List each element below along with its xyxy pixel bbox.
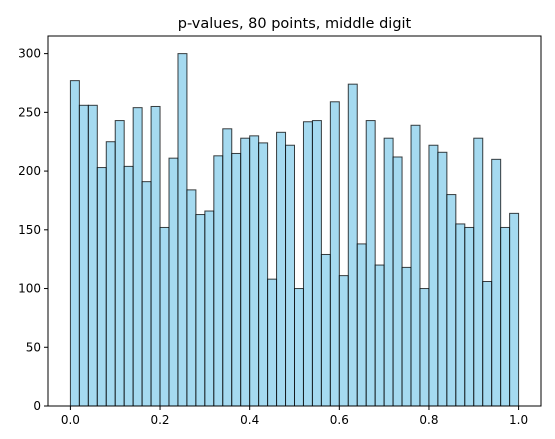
histogram-bar bbox=[374, 264, 385, 407]
histogram-bar bbox=[482, 280, 493, 407]
histogram-bar bbox=[419, 288, 430, 407]
histogram-bar bbox=[437, 151, 448, 407]
histogram-bar bbox=[132, 107, 143, 407]
histogram-bar bbox=[401, 266, 412, 407]
histogram-bar bbox=[222, 128, 233, 407]
histogram-bar bbox=[195, 214, 206, 407]
histogram-bar bbox=[141, 181, 152, 407]
histogram-bar bbox=[320, 253, 331, 407]
y-tick-label: 0 bbox=[33, 399, 41, 413]
x-tick-label: 0.6 bbox=[330, 413, 349, 427]
histogram-bar bbox=[150, 105, 161, 407]
histogram-bar bbox=[105, 141, 116, 407]
histogram-bar bbox=[446, 194, 457, 407]
histogram-bar bbox=[114, 120, 125, 407]
x-tick-label: 1.0 bbox=[509, 413, 528, 427]
histogram-bar bbox=[213, 155, 224, 407]
histogram-bar bbox=[491, 158, 502, 407]
histogram-bar bbox=[329, 101, 340, 407]
histogram-bar bbox=[177, 53, 188, 407]
y-tick-label: 250 bbox=[18, 105, 41, 119]
x-tick-label: 0.4 bbox=[240, 413, 259, 427]
histogram-bar bbox=[311, 120, 322, 407]
y-tick-label: 200 bbox=[18, 164, 41, 178]
histogram-bar bbox=[383, 137, 394, 407]
x-axis: 0.0 0.2 0.4 0.6 0.8 1.0 bbox=[61, 406, 528, 427]
histogram-bar bbox=[96, 167, 107, 407]
histogram-bar bbox=[338, 275, 349, 407]
histogram-bar bbox=[294, 288, 304, 407]
y-tick-label: 150 bbox=[18, 223, 41, 237]
x-tick-label: 0.2 bbox=[150, 413, 169, 427]
histogram-bar bbox=[186, 189, 197, 407]
histogram-bar bbox=[267, 278, 278, 407]
histogram-bar bbox=[365, 120, 376, 407]
histogram-bar bbox=[302, 121, 313, 407]
x-tick-label: 0.0 bbox=[61, 413, 80, 427]
histogram-bar bbox=[249, 135, 260, 407]
histogram-bar bbox=[285, 144, 296, 407]
histogram-bar bbox=[428, 144, 439, 407]
chart-title: p-values, 80 points, middle digit bbox=[178, 16, 412, 32]
histogram-bar bbox=[231, 152, 242, 407]
bars-group bbox=[69, 53, 520, 407]
y-tick-label: 100 bbox=[18, 282, 41, 296]
histogram-bar bbox=[258, 142, 269, 407]
histogram-bar bbox=[473, 137, 484, 407]
x-tick-label: 0.8 bbox=[419, 413, 438, 427]
histogram-bar bbox=[204, 210, 215, 407]
histogram-bar bbox=[168, 157, 179, 407]
y-axis: 0 50 100 150 200 250 300 bbox=[18, 47, 48, 413]
y-tick-label: 300 bbox=[18, 47, 41, 61]
y-tick-label: 50 bbox=[26, 340, 41, 354]
histogram-bar bbox=[87, 104, 98, 407]
plot-frame bbox=[47, 35, 542, 407]
histogram-bar bbox=[410, 124, 421, 407]
histogram-bar bbox=[123, 165, 134, 407]
histogram-bar bbox=[159, 226, 170, 407]
histogram-bar bbox=[500, 226, 511, 407]
histogram-bar bbox=[464, 226, 475, 407]
histogram-bar bbox=[392, 156, 403, 407]
histogram-bar bbox=[455, 223, 466, 407]
histogram-bar bbox=[276, 131, 287, 407]
histogram-bar bbox=[69, 80, 80, 407]
histogram-bar bbox=[78, 104, 89, 407]
histogram-bar bbox=[509, 212, 520, 407]
histogram-bar bbox=[347, 83, 358, 407]
histogram-bar bbox=[240, 137, 251, 407]
histogram-bar bbox=[356, 243, 367, 407]
